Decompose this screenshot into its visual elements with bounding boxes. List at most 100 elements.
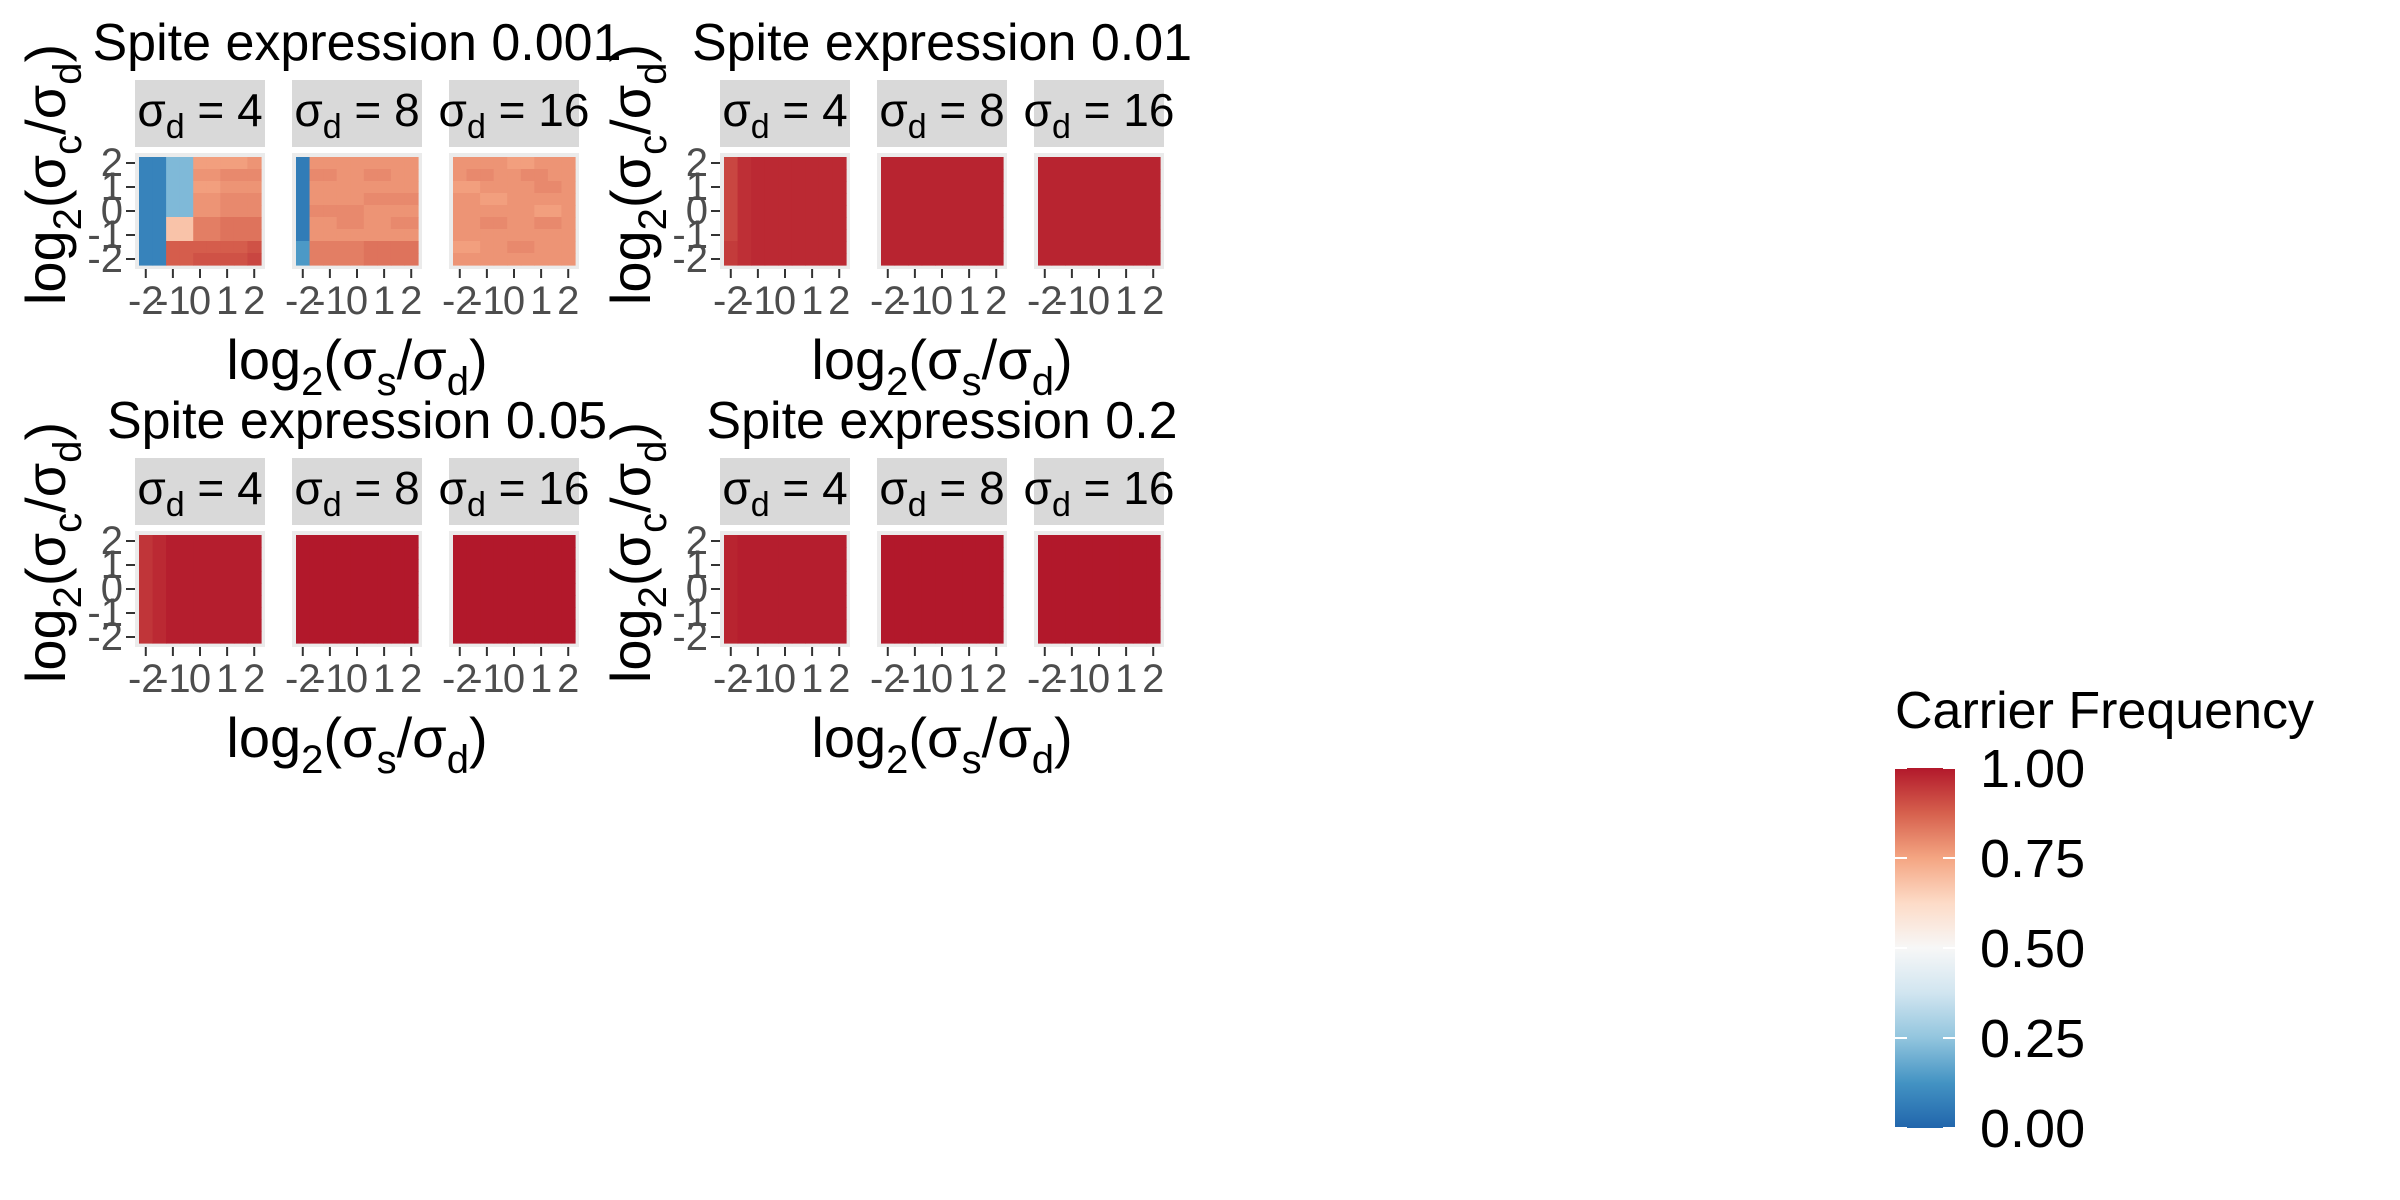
heatmap-cell [764, 535, 779, 548]
heatmap-cell [1038, 571, 1053, 584]
heatmap-cell [975, 619, 991, 632]
heatmap-cell [1132, 583, 1148, 596]
heatmap-cell [507, 583, 522, 596]
heatmap-cell [404, 583, 419, 596]
heatmap-cell [520, 631, 535, 644]
heatmap-cell [778, 241, 793, 254]
heatmap-cell [296, 583, 311, 596]
heatmap-cell [547, 205, 563, 218]
heatmap-cell [534, 583, 549, 596]
heatmap-cell [534, 547, 549, 560]
heatmap-cell [975, 559, 991, 572]
heatmap-cell [908, 535, 923, 548]
heatmap-cell [818, 193, 834, 206]
legend-label: 0.25 [1980, 1009, 2085, 1069]
heatmap-cell [193, 607, 208, 620]
heatmap-cell [791, 205, 806, 218]
heatmap-cell [778, 229, 793, 242]
x-tick-label: -1 [155, 657, 191, 701]
heatmap-cell [1132, 217, 1148, 230]
heatmap-cell [1038, 607, 1053, 620]
heatmap-cell [948, 619, 963, 632]
heatmap-cell [764, 217, 779, 230]
heatmap-cell [921, 193, 936, 206]
heatmap-cell [1065, 193, 1080, 206]
heatmap-cell [1038, 619, 1053, 632]
heatmap-cell [466, 607, 481, 620]
heatmap-cell [1119, 157, 1134, 170]
heatmap-cell [336, 583, 351, 596]
heatmap-cell [520, 157, 535, 170]
heatmap-cell [520, 547, 535, 560]
heatmap-cell [935, 217, 950, 230]
heatmap-cell [921, 607, 936, 620]
heatmap-cell [921, 595, 936, 608]
heatmap-cell [921, 559, 936, 572]
heatmap-cell [1105, 619, 1120, 632]
heatmap-cell [1038, 205, 1053, 218]
heatmap-cell [805, 547, 820, 560]
heatmap-cell [220, 157, 235, 170]
heatmap-cell [935, 241, 950, 254]
heatmap-cell [894, 631, 909, 644]
heatmap-cell [547, 559, 563, 572]
heatmap-cell [881, 547, 896, 560]
heatmap-cell [881, 217, 896, 230]
heatmap-cell [818, 595, 834, 608]
heatmap-cell [1119, 595, 1134, 608]
heatmap-cell [751, 253, 766, 266]
heatmap-cell [962, 169, 977, 182]
heatmap-cell [805, 559, 820, 572]
heatmap-cell [805, 181, 820, 194]
heatmap-cell [323, 229, 338, 242]
heatmap-cell [724, 217, 739, 230]
heatmap-cell [547, 583, 563, 596]
heatmap-cell [363, 571, 378, 584]
heatmap-cell [547, 217, 563, 230]
heatmap-cell [206, 607, 221, 620]
heatmap-cell [534, 253, 549, 266]
heatmap-cell [507, 193, 522, 206]
heatmap-cell [881, 631, 896, 644]
heatmap-cell [989, 253, 1004, 266]
heatmap-cell [962, 571, 977, 584]
heatmap-cell [1065, 595, 1080, 608]
heatmap-cell [220, 253, 235, 266]
heatmap-cell [323, 571, 338, 584]
heatmap-cell [480, 229, 495, 242]
heatmap-cell [323, 193, 338, 206]
x-tick-label: 1 [216, 279, 238, 323]
heatmap-cell [805, 169, 820, 182]
heatmap-cell [724, 205, 739, 218]
heatmap-cell [894, 241, 909, 254]
heatmap-cell [791, 193, 806, 206]
heatmap-cell [309, 253, 324, 266]
heatmap-cell [493, 169, 508, 182]
heatmap-cell [778, 157, 793, 170]
heatmap-cell [233, 619, 249, 632]
heatmap-cell [1105, 607, 1120, 620]
heatmap-cell [247, 535, 262, 548]
heatmap-cell [1132, 619, 1148, 632]
heatmap-cell [1119, 583, 1134, 596]
heatmap-cell [179, 169, 194, 182]
facet-strip [292, 458, 422, 525]
heatmap-cell [350, 205, 365, 218]
heatmap-cell [363, 169, 378, 182]
heatmap-cell [751, 217, 766, 230]
heatmap-cell [778, 631, 793, 644]
heatmap-cell [166, 241, 181, 254]
heatmap-cell [466, 631, 481, 644]
heatmap-cell [534, 595, 549, 608]
y-tick-label: 0 [686, 189, 708, 233]
heatmap-cell [1146, 607, 1161, 620]
heatmap-cell [1092, 181, 1107, 194]
heatmap-cell [390, 229, 406, 242]
heatmap-cell [561, 193, 576, 206]
heatmap-cell [561, 583, 576, 596]
heatmap-cell [152, 607, 167, 620]
heatmap-cell [894, 583, 909, 596]
x-tick-label: 2 [828, 657, 850, 701]
heatmap-cell [453, 571, 468, 584]
heatmap-cell [350, 535, 365, 548]
